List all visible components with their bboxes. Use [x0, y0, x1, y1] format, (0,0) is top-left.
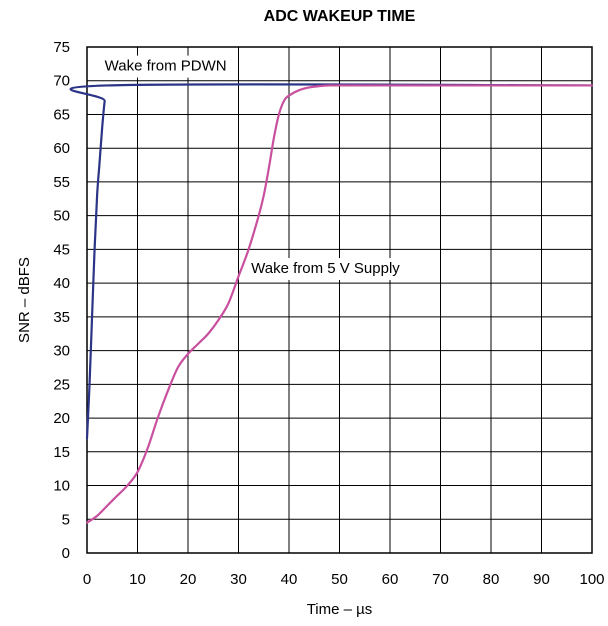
- y-tick-label: 40: [53, 275, 70, 292]
- series-layer: [69, 83, 594, 524]
- x-tick-label: 90: [533, 571, 550, 588]
- y-tick-label: 20: [53, 410, 70, 427]
- y-tick-label: 30: [53, 343, 70, 360]
- y-tick-label: 25: [53, 376, 70, 393]
- x-tick-label: 40: [281, 571, 298, 588]
- x-tick-label: 20: [180, 571, 197, 588]
- y-tick-label: 65: [53, 106, 70, 123]
- annotation-bg: [247, 258, 422, 281]
- y-tick-label: 55: [53, 174, 70, 191]
- y-tick-label: 70: [53, 73, 70, 90]
- y-tick-label: 45: [53, 241, 70, 258]
- chart-title: ADC WAKEUP TIME: [263, 8, 416, 25]
- y-tick-label: 60: [53, 140, 70, 157]
- x-tick-label: 0: [83, 571, 91, 588]
- annotation-2: Wake from 5 V Supply: [251, 260, 400, 277]
- y-tick-labels: 0 5 10 15 20 25 30 35 40 45 50 55 60 65 70 75: [53, 39, 70, 562]
- y-tick-label: 75: [53, 39, 70, 56]
- plot-frame: [86, 46, 593, 554]
- y-tick-label: 5: [62, 511, 70, 528]
- y-axis-label: SNR – dBFS: [16, 257, 33, 343]
- annotation-bg: [100, 55, 226, 78]
- y-tick-label: 50: [53, 208, 70, 225]
- y-tick-label: 35: [53, 309, 70, 326]
- x-tick-label: 30: [230, 571, 247, 588]
- y-tick-label: 10: [53, 478, 70, 495]
- grid: [86, 46, 593, 554]
- x-tick-label: 70: [432, 571, 449, 588]
- x-axis-label: Time – µs: [307, 601, 373, 618]
- y-tick-label: 15: [53, 444, 70, 461]
- x-tick-label: 100: [579, 571, 604, 588]
- x-tick-label: 60: [382, 571, 399, 588]
- x-tick-label: 80: [483, 571, 500, 588]
- x-tick-label: 10: [129, 571, 146, 588]
- annotations: Wake from PDWN Wake from 5 V Supply: [100, 55, 422, 281]
- series-line-1: [69, 83, 594, 440]
- annotation-1: Wake from PDWN: [105, 58, 227, 75]
- series-line-2: [85, 84, 594, 524]
- x-tick-label: 50: [331, 571, 348, 588]
- y-tick-label: 0: [62, 545, 70, 562]
- x-tick-labels: 0 10 20 30 40 50 60 70 80 90 100: [83, 571, 605, 588]
